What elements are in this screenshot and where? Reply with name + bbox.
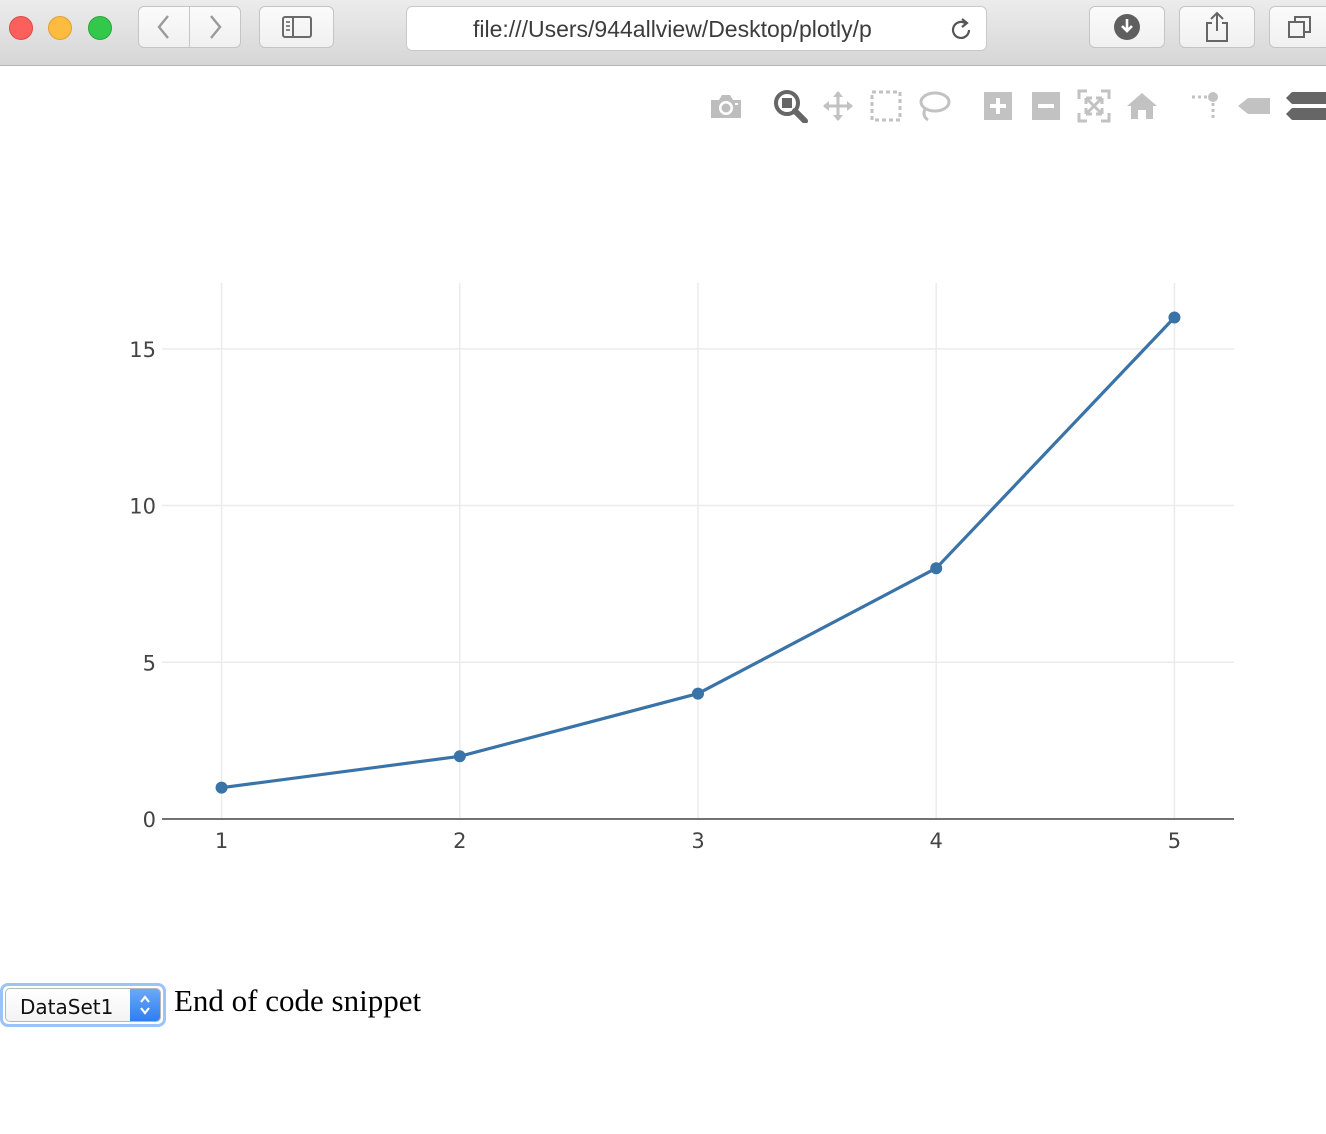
browser-toolbar: file:///Users/944allview/Desktop/plotly/…: [0, 0, 1326, 66]
lasso-select-button[interactable]: [914, 88, 954, 124]
x-tick-label: 2: [453, 829, 466, 853]
autoscale-icon: [1077, 89, 1111, 123]
navigation-buttons: [138, 6, 241, 48]
tabs-icon: [1288, 16, 1311, 38]
share-icon: [1206, 11, 1228, 42]
x-tick-label: 1: [215, 829, 228, 853]
y-tick-label: 15: [129, 338, 156, 362]
forward-icon: [210, 15, 222, 39]
hover-compare-button[interactable]: [1284, 88, 1326, 124]
x-tick-label: 4: [930, 829, 943, 853]
zoom-in-icon: [984, 92, 1012, 120]
spike-lines-icon: [1192, 92, 1218, 119]
back-button[interactable]: [139, 7, 189, 47]
select-stepper-icon: [130, 989, 160, 1021]
address-bar[interactable]: file:///Users/944allview/Desktop/plotly/…: [406, 6, 987, 51]
sidebar-icon: [281, 16, 312, 38]
hover-compare-icon: [1286, 92, 1326, 120]
x-tick-label: 5: [1168, 829, 1181, 853]
zoom-out-icon: [1032, 92, 1060, 120]
box-select-icon: [870, 90, 902, 122]
box-select-button[interactable]: [866, 88, 906, 124]
downloads-button[interactable]: [1089, 6, 1165, 48]
data-point[interactable]: [215, 781, 228, 794]
home-icon: [1127, 93, 1157, 119]
maximize-window-button[interactable]: [88, 16, 112, 40]
data-point[interactable]: [453, 750, 466, 763]
y-tick-label: 10: [129, 495, 156, 519]
x-tick-label: 3: [691, 829, 704, 853]
line-chart[interactable]: 1 2 3 4 5 0 5 10 15: [0, 0, 1326, 930]
zoom-icon: [774, 90, 808, 123]
camera-icon: [711, 95, 741, 118]
lasso-select-icon: [919, 91, 951, 122]
download-plot-button[interactable]: [706, 88, 746, 124]
data-point[interactable]: [930, 562, 943, 575]
reset-axes-button[interactable]: [1122, 88, 1162, 124]
reload-button[interactable]: [948, 17, 974, 47]
forward-button[interactable]: [189, 7, 240, 47]
url-text: file:///Users/944allview/Desktop/plotly/…: [473, 16, 872, 42]
sidebar-button[interactable]: [259, 6, 334, 48]
hover-closest-button[interactable]: [1234, 88, 1274, 124]
y-tick-label: 5: [143, 651, 156, 675]
pan-button[interactable]: [818, 88, 858, 124]
minimize-window-button[interactable]: [48, 16, 72, 40]
y-tick-label: 0: [143, 808, 156, 832]
close-window-button[interactable]: [9, 16, 33, 40]
pan-icon: [823, 91, 853, 121]
dataset-select-value: DataSet1: [20, 995, 114, 1019]
toggle-spike-lines-button[interactable]: [1186, 88, 1226, 124]
zoom-in-button[interactable]: [978, 88, 1018, 124]
share-button[interactable]: [1179, 6, 1255, 48]
back-icon: [157, 15, 169, 39]
dataset-select-box[interactable]: DataSet1: [5, 988, 161, 1022]
reload-icon: [951, 18, 971, 39]
download-icon: [1114, 14, 1140, 40]
data-point[interactable]: [692, 687, 704, 700]
data-point[interactable]: [1168, 311, 1181, 324]
zoom-button[interactable]: [770, 88, 810, 124]
tab-overview-button[interactable]: [1269, 6, 1326, 48]
zoom-out-button[interactable]: [1026, 88, 1066, 124]
hover-closest-icon: [1238, 98, 1270, 114]
plot-modebar: [0, 88, 1326, 124]
autoscale-button[interactable]: [1074, 88, 1114, 124]
end-note-text: End of code snippet: [174, 983, 422, 1018]
dataset-select[interactable]: DataSet1: [0, 983, 166, 1027]
